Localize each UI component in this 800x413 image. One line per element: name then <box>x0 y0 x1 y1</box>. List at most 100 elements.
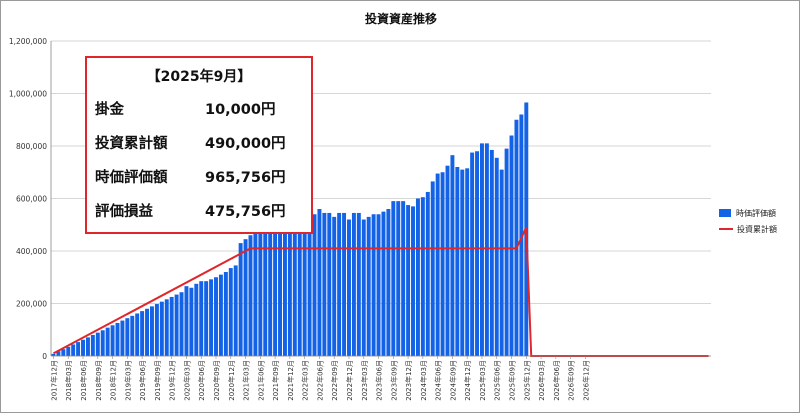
bar <box>440 172 445 356</box>
x-tick-label: 2024年09月 <box>448 360 457 401</box>
bar <box>342 212 347 356</box>
bar <box>100 330 105 356</box>
bar <box>480 143 484 356</box>
bar <box>145 308 150 356</box>
summary-label: 時価評価額 <box>95 170 168 186</box>
bar <box>297 209 302 356</box>
bar <box>56 351 61 356</box>
bar <box>519 114 524 356</box>
chart-title: 投資資産推移 <box>365 11 437 26</box>
legend-item-market-value: 時価評価額 <box>719 205 777 221</box>
bar <box>312 214 317 356</box>
x-tick-label: 2022年12月 <box>345 360 354 401</box>
bar <box>218 274 223 356</box>
bar <box>159 301 164 356</box>
bar <box>435 173 440 356</box>
x-tick-label: 2026年03月 <box>537 360 546 401</box>
summary-row-contribution: 掛金 10,000円 <box>95 98 275 119</box>
bar <box>465 168 470 356</box>
bar <box>430 181 435 356</box>
bar <box>381 211 386 356</box>
bar <box>140 311 145 356</box>
bar <box>71 344 76 356</box>
legend-item-cumulative: 投資累計額 <box>719 221 777 237</box>
bar <box>199 281 204 356</box>
x-tick-label: 2020年09月 <box>212 360 221 401</box>
bar <box>278 209 282 356</box>
bar <box>85 337 90 356</box>
x-tick-label: 2020年12月 <box>227 360 236 401</box>
x-tick-label: 2017年12月 <box>49 360 58 401</box>
bar <box>174 294 179 356</box>
x-tick-label: 2022年03月 <box>301 360 310 401</box>
bar <box>415 198 420 356</box>
summary-value: 965,756円 <box>205 170 286 186</box>
bar <box>268 224 273 356</box>
bar <box>322 212 327 356</box>
bar <box>263 227 268 356</box>
bar <box>484 143 489 356</box>
x-tick-label: 2025年09月 <box>508 360 517 401</box>
legend-label: 時価評価額 <box>736 208 776 218</box>
x-tick-label: 2025年12月 <box>522 360 531 401</box>
bar <box>120 320 125 356</box>
x-tick-label: 2018年03月 <box>64 360 73 401</box>
x-tick-label: 2019年09月 <box>153 360 162 401</box>
x-tick-label: 2019年12月 <box>168 360 177 401</box>
bar <box>184 286 189 356</box>
legend-swatch-bar <box>719 209 731 217</box>
bar <box>209 279 214 356</box>
x-tick-label: 2025年03月 <box>478 360 487 401</box>
summary-value: 10,000円 <box>205 102 276 118</box>
bar <box>223 272 228 356</box>
y-tick-label: 1,200,000 <box>9 37 47 46</box>
bar <box>499 169 504 356</box>
x-tick-label: 2020年06月 <box>197 360 206 401</box>
summary-row-market-value: 時価評価額 965,756円 <box>95 166 286 187</box>
bar <box>411 206 415 356</box>
bar <box>351 212 356 356</box>
bar <box>475 151 480 356</box>
bar <box>460 169 465 356</box>
bar <box>154 304 159 356</box>
x-tick-label: 2026年06月 <box>552 360 561 401</box>
chart-legend: 時価評価額 投資累計額 <box>719 205 777 237</box>
bar <box>110 325 115 356</box>
bar <box>81 339 85 356</box>
bar <box>401 201 406 356</box>
x-tick-label: 2018年06月 <box>79 360 88 401</box>
bar <box>228 268 233 356</box>
bar <box>130 315 135 356</box>
bar <box>179 292 184 356</box>
summary-label: 投資累計額 <box>95 136 168 152</box>
summary-label: 掛金 <box>95 102 124 118</box>
bar <box>194 283 199 356</box>
bar <box>248 235 253 356</box>
bar <box>391 201 396 356</box>
x-tick-label: 2025年06月 <box>493 360 502 401</box>
bar <box>489 149 494 356</box>
y-tick-label: 600,000 <box>16 195 47 204</box>
x-tick-label: 2026年12月 <box>581 360 590 401</box>
x-tick-label: 2019年03月 <box>123 360 132 401</box>
x-tick-label: 2021年12月 <box>286 360 295 401</box>
x-tick-label: 2018年09月 <box>94 360 103 401</box>
bar <box>189 287 194 356</box>
bar <box>169 296 174 356</box>
y-tick-label: 200,000 <box>16 300 47 309</box>
bar <box>509 135 514 356</box>
summary-row-gain: 評価損益 475,756円 <box>95 200 286 221</box>
bar <box>164 299 169 356</box>
bar <box>125 318 130 356</box>
bar <box>420 197 425 356</box>
legend-swatch-line <box>719 228 733 230</box>
bar <box>366 216 371 356</box>
summary-row-cumulative: 投資累計額 490,000円 <box>95 132 286 153</box>
x-tick-label: 2024年03月 <box>419 360 428 401</box>
bar <box>356 212 361 356</box>
x-tick-label: 2018年12月 <box>109 360 118 401</box>
summary-value: 475,756円 <box>205 204 286 220</box>
bar <box>361 219 366 356</box>
